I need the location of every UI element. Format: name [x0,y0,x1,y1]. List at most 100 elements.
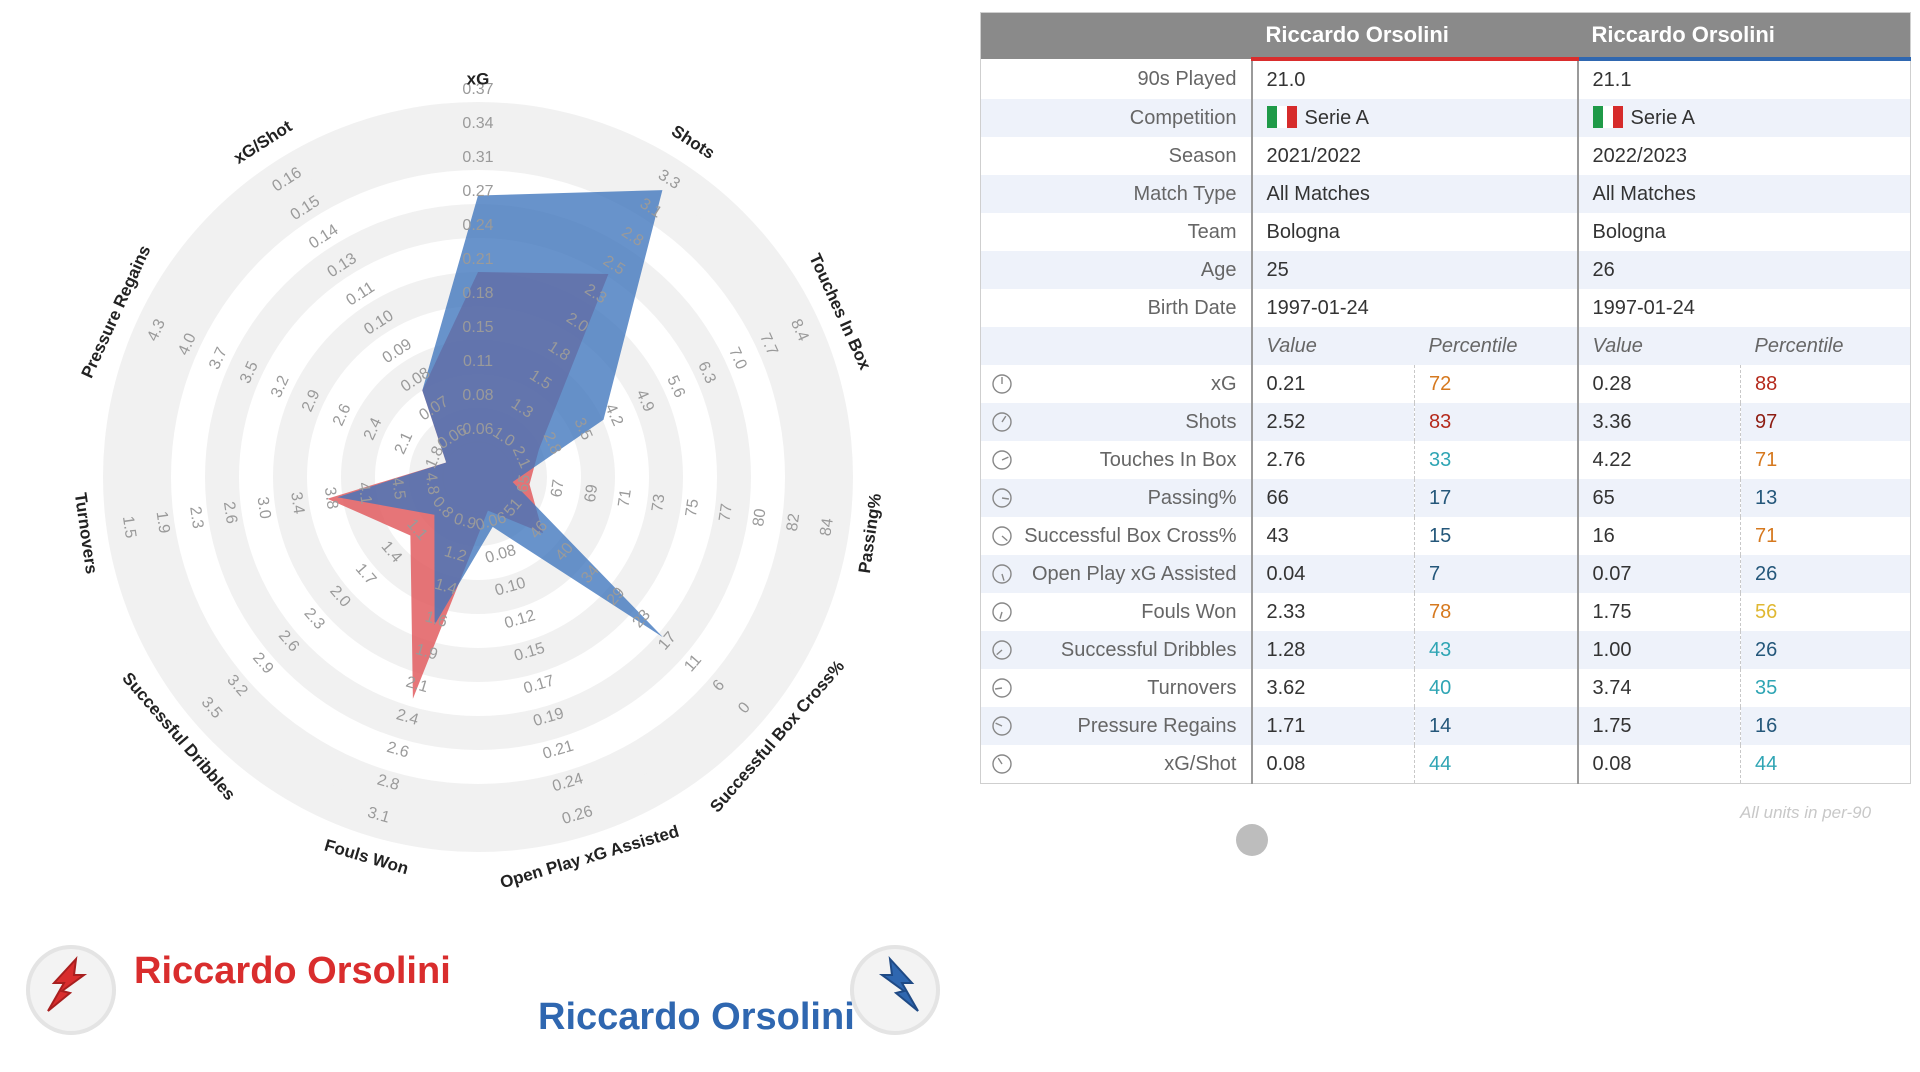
metric-label: xG/Shot [981,745,1252,784]
metric-label: Pressure Regains [981,707,1252,745]
info-label: Season [1168,144,1237,167]
italy-flag-icon [1592,106,1623,128]
info-value-text: Bologna [1592,220,1666,243]
metric-gauge-icon [992,412,1012,432]
metric-gauge-icon [992,678,1012,698]
radar-axis-label: Shots [668,121,718,163]
metric-gauge-icon [992,488,1012,508]
info-value-text: 1997-01-24 [1592,296,1695,319]
info-row: Competition Serie A Serie A [980,99,1911,137]
info-value-player1: All Matches [1250,175,1578,213]
info-value-player1: 2021/2022 [1250,137,1578,175]
subheader-value-player1: Value [1250,327,1415,365]
metric-value-player2: 1.75 [1576,707,1741,745]
radar-tick-label: 0.06 [462,421,493,438]
metric-gauge-icon [992,754,1012,774]
metric-label-text: Successful Dribbles [1060,638,1237,661]
metric-label-text: Shots [1185,410,1237,433]
radar-tick-label: 73 [649,493,668,513]
metric-value-player1: 43 [1250,517,1415,555]
metric-row: Turnovers 3.62 40 3.74 35 [981,669,1911,707]
radar-axis-label: Turnovers [71,491,101,575]
metric-value-player1: 3.62 [1250,669,1415,707]
radar-axis-label: Passing% [855,492,885,574]
radar-svg: 0.06 0.08 0.11 0.15 0.18 0.21 0.24 0.27 0.31 0.34… [71,69,885,892]
metric-label-text: xG/Shot [1164,752,1237,775]
metric-label: Successful Dribbles [981,631,1252,669]
metric-percentile-player1: 78 [1413,593,1578,631]
metric-value-player2: 1.00 [1576,631,1741,669]
radar-tick-label: 0.37 [462,81,493,98]
header-empty [980,12,1252,59]
metric-percentile-player1: 33 [1413,441,1578,479]
info-value-text: Bologna [1266,220,1340,243]
subheader-percentile-player1: Percentile [1428,334,1518,357]
radar-tick-label: 75 [683,498,702,518]
info-value-player1: Serie A [1250,99,1578,137]
radar-tick-label: 0.15 [462,319,493,336]
metric-value-player1: 0.21 [1250,365,1415,403]
metric-row: xG/Shot 0.08 44 0.08 44 [981,745,1911,784]
radar-tick-label: 3.1 [366,804,392,827]
metric-label-text: Pressure Regains [1077,714,1237,737]
metric-percentile-player1: 15 [1413,517,1578,555]
metric-row: Passing% 66 17 65 13 [980,479,1911,517]
radar-tick-label: 3.4 [287,491,307,516]
info-label: Birth Date [1147,296,1237,319]
player2-legend-name: Riccardo Orsolini [538,996,855,1038]
radar-tick-label: 0.11 [463,353,493,370]
radar-tick-label: 1.2 [442,543,468,566]
metric-row: Open Play xG Assisted 0.04 7 0.07 26 [980,555,1911,593]
metric-percentile-player1: 43 [1413,631,1578,669]
info-value-text: 21.0 [1266,68,1306,91]
radar-tick-label: 69 [582,483,601,503]
metric-percentile-player2: 97 [1740,403,1911,441]
radar-tick-label: 4.1 [354,481,374,506]
radar-tick-label: 80 [750,507,769,527]
metric-value-player2: 16 [1576,517,1741,555]
info-value-player2: 26 [1576,251,1911,289]
radar-tick-label: 82 [784,512,803,532]
info-value-text: All Matches [1592,182,1696,205]
info-value-text: 21.1 [1592,68,1632,91]
info-value-text: 26 [1592,258,1615,281]
metric-value-player1: 0.04 [1250,555,1415,593]
scroll-handle[interactable] [1236,824,1268,856]
info-label: Match Type [1133,182,1237,205]
header-player2: Riccardo Orsolini [1577,12,1911,61]
metric-label: xG [981,365,1252,403]
radar-tick-label: 4.5 [388,476,408,501]
metric-label: Shots [981,403,1252,441]
info-value-text: Serie A [1630,107,1695,129]
radar-tick-label: 0.27 [462,183,493,200]
metric-percentile-player1: 44 [1413,745,1578,784]
info-row: Season 2021/2022 2022/2023 [981,137,1911,175]
radar-tick-label: 0.31 [462,149,493,166]
radar-tick-label: 65 [515,474,534,494]
info-value-text: 2022/2023 [1592,144,1688,167]
metric-row: Pressure Regains 1.71 14 1.75 16 [980,707,1911,745]
radar-tick-label: 0.21 [462,251,493,268]
info-row: Team Bologna Bologna [981,213,1911,251]
radar-tick-label: 4.8 [422,471,442,496]
info-value-text: Serie A [1304,107,1369,129]
metric-value-player1: 0.08 [1250,745,1415,784]
metric-percentile-player1: 17 [1413,479,1578,517]
metric-percentile-player2: 13 [1740,479,1911,517]
metric-percentile-player2: 26 [1740,631,1911,669]
radar-series-2 [337,190,663,638]
radar-tick-label: 1.4 [433,576,459,599]
metric-percentile-player1: 14 [1413,707,1578,745]
radar-tick-label: 1.5 [119,515,139,540]
metric-percentile-player2: 88 [1740,365,1911,403]
radar-tick-label: 67 [548,478,567,498]
metric-label-text: xG [1210,372,1237,395]
metric-percentile-player2: 71 [1740,441,1911,479]
radar-tick-label: 71 [616,488,635,508]
metric-value-player1: 2.52 [1250,403,1415,441]
info-label: 90s Played [1137,67,1237,90]
info-value-player1: 21.0 [1250,59,1578,99]
metric-label-text: Open Play xG Assisted [1031,562,1237,585]
radar-tick-label: 1.6 [423,608,449,631]
metric-percentile-player2: 56 [1740,593,1911,631]
